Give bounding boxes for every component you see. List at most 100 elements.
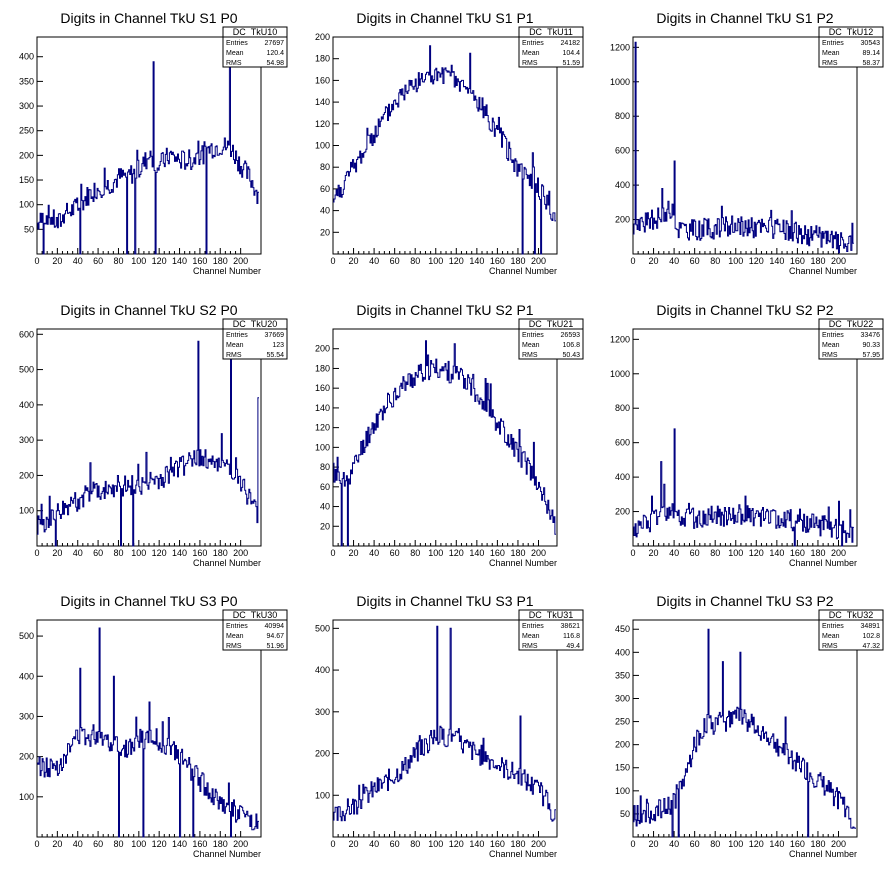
stats-box: DC_TkU12 Entries 30543 Mean 89.14 RMS 58.37 xyxy=(818,26,884,68)
x-tick-label: 40 xyxy=(73,548,83,558)
panel-title: Digits in Channel TkU S2 P0 xyxy=(60,302,237,318)
histogram-line xyxy=(37,61,259,255)
stats-box-frame xyxy=(518,609,584,651)
x-tick-label: 80 xyxy=(113,839,123,849)
stats-box: DC_TkU10 Entries 27697 Mean 120.4 RMS 54.98 xyxy=(222,26,288,68)
x-tick-label: 180 xyxy=(810,256,825,266)
stats-box-frame xyxy=(818,26,884,68)
stats-label-entries: Entries xyxy=(522,623,544,630)
x-tick-label: 200 xyxy=(233,256,248,266)
y-tick-label: 100 xyxy=(315,442,330,452)
stats-label-rms: RMS xyxy=(822,643,838,650)
y-tick-label: 200 xyxy=(315,344,330,354)
x-axis-label: Channel Number xyxy=(489,558,557,568)
y-tick-label: 450 xyxy=(615,624,630,634)
x-tick-label: 80 xyxy=(410,548,420,558)
x-tick-label: 180 xyxy=(810,839,825,849)
y-tick-label: 600 xyxy=(615,146,630,156)
y-tick-label: 600 xyxy=(19,329,34,339)
x-tick-label: 20 xyxy=(349,839,359,849)
stats-box: DC_TkU22 Entries 33476 Mean 90.33 RMS 57.95 xyxy=(818,318,884,360)
x-tick-label: 180 xyxy=(810,548,825,558)
y-tick-label: 400 xyxy=(615,472,630,482)
x-tick-label: 200 xyxy=(531,548,546,558)
stats-box: DC_TkU11 Entries 24182 Mean 104.4 RMS 51.59 xyxy=(518,26,584,68)
stats-value-mean: 120.4 xyxy=(266,50,284,57)
x-tick-label: 60 xyxy=(390,548,400,558)
x-tick-label: 40 xyxy=(669,548,679,558)
y-tick-label: 400 xyxy=(19,52,34,62)
x-tick-label: 200 xyxy=(233,839,248,849)
y-tick-label: 50 xyxy=(24,224,34,234)
stats-value-entries: 30543 xyxy=(861,40,881,47)
x-tick-label: 40 xyxy=(369,548,379,558)
x-tick-label: 100 xyxy=(131,839,146,849)
stats-value-mean: 106.8 xyxy=(562,342,580,349)
histogram-line xyxy=(37,340,259,547)
stats-value-entries: 27697 xyxy=(265,40,285,47)
x-tick-label: 120 xyxy=(749,839,764,849)
y-tick-label: 350 xyxy=(19,76,34,86)
x-tick-label: 80 xyxy=(410,256,420,266)
x-tick-label: 100 xyxy=(728,548,743,558)
y-tick-label: 200 xyxy=(615,740,630,750)
y-tick-label: 20 xyxy=(320,227,330,237)
x-tick-label: 60 xyxy=(93,256,103,266)
stats-label-entries: Entries xyxy=(226,40,248,47)
stats-value-rms: 58.37 xyxy=(862,60,880,67)
stats-label-rms: RMS xyxy=(822,352,838,359)
stats-label-rms: RMS xyxy=(822,60,838,67)
stats-label-entries: Entries xyxy=(522,40,544,47)
stats-value-mean: 89.14 xyxy=(862,50,880,57)
stats-label-mean: Mean xyxy=(226,50,244,57)
y-tick-label: 40 xyxy=(320,502,330,512)
stats-name: DC_TkU10 xyxy=(233,27,278,37)
y-tick-label: 180 xyxy=(315,54,330,64)
stats-name: DC_TkU32 xyxy=(829,610,874,620)
x-tick-label: 20 xyxy=(649,839,659,849)
stats-label-rms: RMS xyxy=(226,60,242,67)
histogram-line xyxy=(333,340,556,547)
x-tick-label: 200 xyxy=(831,256,846,266)
x-tick-label: 140 xyxy=(172,256,187,266)
x-tick-label: 60 xyxy=(690,256,700,266)
x-tick-label: 140 xyxy=(769,256,784,266)
histogram-panel-4: Digits in Channel TkU S2 P0 0 20 40 60 80 100 1… xyxy=(19,302,288,568)
y-tick-label: 40 xyxy=(320,206,330,216)
stats-label-entries: Entries xyxy=(522,332,544,339)
x-tick-label: 180 xyxy=(510,839,525,849)
x-tick-label: 200 xyxy=(531,839,546,849)
x-tick-label: 0 xyxy=(630,839,635,849)
x-tick-label: 40 xyxy=(669,839,679,849)
x-tick-label: 80 xyxy=(710,256,720,266)
stats-label-mean: Mean xyxy=(226,633,244,640)
x-tick-label: 200 xyxy=(831,839,846,849)
x-tick-label: 20 xyxy=(52,839,62,849)
stats-value-entries: 40994 xyxy=(265,623,285,630)
y-tick-label: 140 xyxy=(315,403,330,413)
stats-value-rms: 51.59 xyxy=(562,60,580,67)
x-tick-label: 100 xyxy=(131,548,146,558)
x-tick-label: 140 xyxy=(469,548,484,558)
histogram-line xyxy=(633,428,854,547)
x-tick-label: 120 xyxy=(749,256,764,266)
stats-label-rms: RMS xyxy=(522,352,538,359)
x-tick-label: 160 xyxy=(192,548,207,558)
y-tick-label: 300 xyxy=(615,693,630,703)
x-tick-label: 0 xyxy=(34,256,39,266)
stats-value-entries: 34891 xyxy=(861,623,881,630)
stats-value-entries: 37669 xyxy=(265,332,285,339)
y-tick-label: 20 xyxy=(320,521,330,531)
stats-value-rms: 47.32 xyxy=(862,643,880,650)
x-tick-label: 180 xyxy=(510,256,525,266)
y-tick-label: 1000 xyxy=(610,77,630,87)
x-tick-label: 80 xyxy=(410,839,420,849)
plot-frame xyxy=(332,619,558,838)
x-tick-label: 180 xyxy=(213,256,228,266)
y-tick-label: 120 xyxy=(315,423,330,433)
y-tick-label: 300 xyxy=(315,707,330,717)
y-tick-label: 400 xyxy=(315,665,330,675)
y-tick-label: 100 xyxy=(19,200,34,210)
stats-box-frame xyxy=(222,609,288,651)
y-tick-label: 120 xyxy=(315,119,330,129)
